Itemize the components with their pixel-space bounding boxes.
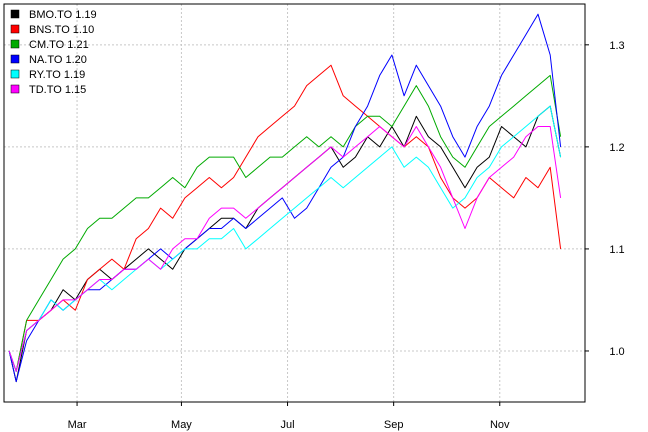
series-line-cm-to <box>8 74 562 372</box>
grid-lines <box>4 4 585 402</box>
legend-swatch <box>10 9 20 19</box>
legend-swatch <box>10 84 20 94</box>
series-line-td-to <box>8 126 562 372</box>
legend-label: NA.TO 1.20 <box>29 54 87 66</box>
legend-label: CM.TO 1.21 <box>29 39 89 51</box>
legend-swatch <box>10 39 20 49</box>
legend-label: BMO.TO 1.19 <box>29 9 97 21</box>
x-tick-label: Jul <box>281 419 295 431</box>
y-axis: 1.0 1.1 1.2 1.3 <box>585 40 625 358</box>
series-line-bns-to <box>8 64 562 372</box>
legend-swatch <box>10 54 20 64</box>
y-tick-label: 1.0 <box>609 346 624 358</box>
plot-border <box>3 3 586 403</box>
legend-swatch <box>10 69 20 79</box>
x-tick-label: Nov <box>490 419 510 431</box>
x-tick-label: Mar <box>68 419 87 431</box>
x-tick-label: Sep <box>384 419 404 431</box>
series-lines <box>8 13 562 383</box>
legend-label: RY.TO 1.19 <box>29 69 85 81</box>
legend: BMO.TO 1.19 BNS.TO 1.10 CM.TO 1.21 NA.TO 1.… <box>10 9 97 96</box>
x-tick-label: May <box>171 419 192 431</box>
y-tick-label: 1.3 <box>609 40 624 52</box>
legend-swatch <box>10 24 20 34</box>
legend-label: BNS.TO 1.10 <box>29 24 94 36</box>
x-axis: Mar May Jul Sep Nov <box>68 402 510 431</box>
y-tick-label: 1.2 <box>609 142 624 154</box>
series-line-na-to <box>8 13 562 383</box>
y-tick-label: 1.1 <box>609 244 624 256</box>
legend-label: TD.TO 1.15 <box>29 84 86 96</box>
